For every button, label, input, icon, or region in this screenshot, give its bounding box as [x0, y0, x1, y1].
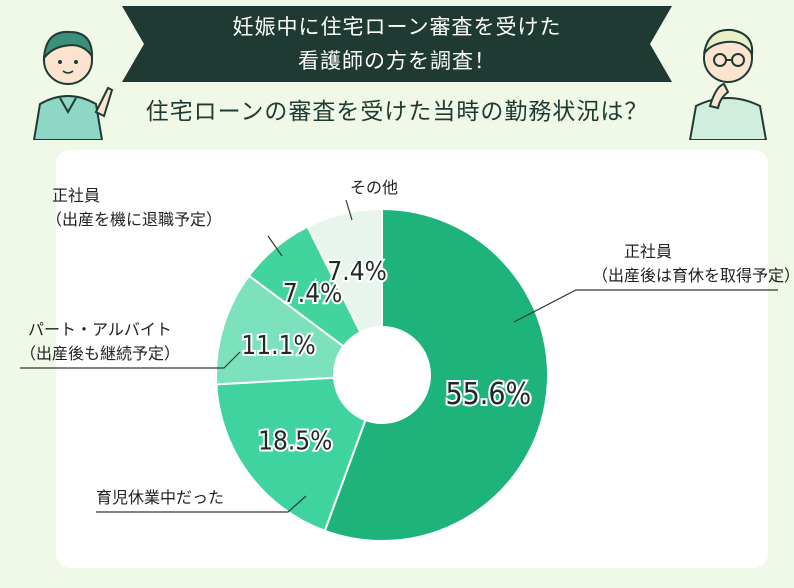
category-label-on-childcare-leave: 育児休業中だった [96, 486, 224, 510]
category-label-line1: 正社員 [624, 242, 673, 261]
category-label-line1: パート・アルバイト [28, 320, 172, 339]
category-label-line2: （出産を機に退職予定） [46, 210, 223, 229]
category-label-line2: （出産後は育休を取得予定） [592, 266, 794, 285]
title-banner: 妊娠中に住宅ローン審査を受けた 看護師の方を調査！ [122, 6, 672, 82]
banner-line-1: 妊娠中に住宅ローン審査を受けた [232, 15, 562, 39]
leader-line-other [345, 199, 353, 221]
value-label-part-time: 11.1% [241, 331, 315, 361]
banner-line-2: 看護師の方を調査！ [298, 49, 496, 73]
value-label-fulltime-childcare-leave: 55.6% [445, 377, 531, 412]
value-label-on-childcare-leave: 18.5% [258, 426, 332, 456]
leader-line-fulltime-resign [267, 235, 283, 257]
leader-line-on-childcare-leave [96, 495, 307, 513]
category-label-part-time: パート・アルバイト （出産後も継続予定） [20, 318, 180, 366]
category-label-fulltime-childcare-leave: 正社員 （出産後は育休を取得予定） [592, 240, 794, 288]
category-label-line1: その他 [350, 178, 399, 197]
value-label-fulltime-resign: 7.4% [283, 279, 342, 309]
donut-center-hole [334, 327, 430, 423]
leader-line-part-time [20, 351, 241, 369]
category-label-line1: 正社員 [52, 186, 101, 205]
leader-line-fulltime-childcare-leave [513, 289, 778, 323]
category-label-line1: 育児休業中だった [96, 488, 225, 507]
value-label-other: 7.4% [327, 257, 386, 287]
category-label-other: その他 [350, 176, 398, 200]
category-label-line2: （出産後も継続予定） [20, 344, 181, 363]
thinking-person-illustration-right [688, 28, 768, 140]
category-label-fulltime-resign: 正社員 （出産を機に退職予定） [46, 184, 222, 232]
chart-question-title: 住宅ローンの審査を受けた当時の勤務状況は？ [145, 99, 649, 125]
nurse-illustration-left [32, 30, 114, 140]
